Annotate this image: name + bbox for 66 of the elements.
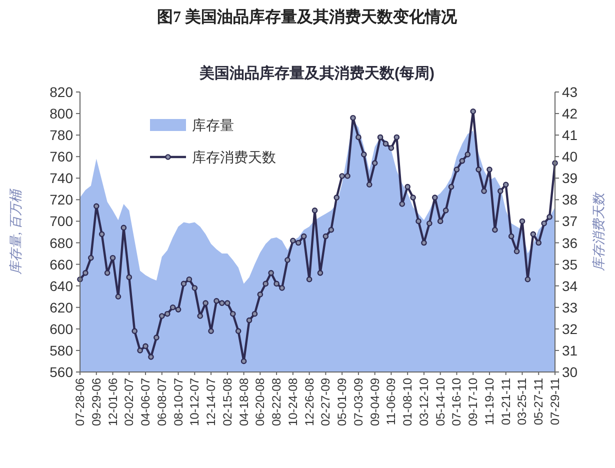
y-tick-label: 600	[50, 320, 74, 337]
x-tick-label: 09-04-09	[368, 378, 382, 426]
y2-tick-label: 38	[562, 192, 578, 208]
x-tick-label: 05-01-09	[335, 378, 350, 426]
x-tick-label: 12-01-06	[106, 378, 120, 426]
x-tick-label: 11-19-10	[482, 378, 496, 426]
x-tick-label: 07-16-10	[450, 378, 464, 426]
x-tick-label: 12-14-07	[204, 378, 218, 426]
x-tick-label: 02-15-08	[220, 378, 234, 426]
y-tick-label: 560	[50, 364, 74, 380]
x-tick-label: 08-10-07	[171, 378, 186, 426]
y2-tick-label: 35	[562, 256, 578, 272]
y2-tick-label: 34	[562, 278, 578, 294]
y2-tick-label: 42	[562, 106, 578, 122]
y2-tick-label: 40	[562, 148, 578, 165]
x-tick-label: 03-25-11	[515, 378, 530, 426]
x-tick-label: 11-06-09	[384, 378, 398, 426]
chart-title: 图7 美国油品库存量及其消费天数变化情况	[157, 7, 458, 26]
legend-item: 库存量	[150, 117, 234, 133]
x-tick-label: 09-29-06	[89, 378, 104, 426]
x-tick-label: 06-20-08	[253, 378, 268, 426]
x-tick-label: 03-12-10	[416, 378, 431, 426]
y2-tick-label: 36	[562, 234, 578, 251]
legend-item: 库存消费天数	[150, 149, 276, 165]
x-tick-label: 04-06-07	[138, 378, 153, 426]
y2-tick-label: 43	[562, 84, 578, 100]
x-tick-label: 12-26-08	[302, 378, 316, 426]
x-tick-label: 02-02-07	[122, 378, 136, 426]
y2-axis-title: 库存消费天数	[591, 191, 606, 271]
x-tick-label: 07-29-11	[548, 378, 562, 426]
legend-label: 库存消费天数	[192, 149, 276, 165]
chart-subtitle: 美国油品库存量及其消费天数(每周)	[198, 64, 434, 82]
y-tick-label: 800	[50, 106, 74, 122]
y-tick-label: 720	[50, 192, 74, 208]
y2-tick-label: 32	[562, 320, 578, 337]
x-tick-label: 04-18-08	[236, 378, 251, 426]
y2-tick-label: 41	[562, 127, 578, 144]
y-tick-label: 820	[50, 84, 74, 100]
x-tick-label: 07-03-09	[351, 378, 366, 426]
y-tick-label: 640	[50, 278, 74, 294]
y-tick-label: 680	[50, 234, 74, 251]
x-tick-label: 01-21-11	[498, 378, 513, 426]
y2-tick-label: 30	[562, 364, 578, 380]
y-tick-label: 620	[50, 299, 74, 316]
x-tick-label: 06-08-07	[154, 378, 169, 426]
y2-tick-label: 33	[562, 299, 578, 316]
x-tick-label: 05-14-10	[433, 378, 448, 426]
x-tick-label: 09-17-10	[466, 378, 480, 426]
x-tick-label: 10-24-08	[286, 378, 300, 426]
y-tick-label: 660	[50, 256, 74, 272]
y-tick-label: 580	[50, 342, 74, 358]
y-tick-label: 760	[50, 148, 74, 165]
y-tick-label: 780	[50, 127, 74, 144]
y-tick-label: 740	[50, 170, 74, 186]
x-tick-label: 08-22-08	[270, 378, 284, 426]
y-axis-title: 库存量, 百万桶	[8, 188, 23, 274]
x-tick-label: 01-08-10	[400, 378, 415, 426]
y2-tick-label: 31	[562, 342, 578, 358]
x-tick-label: 07-28-06	[73, 378, 87, 426]
x-tick-label: 02-27-09	[318, 378, 333, 426]
legend-label: 库存量	[192, 117, 234, 133]
y-tick-label: 700	[50, 213, 74, 230]
y2-tick-label: 37	[562, 213, 578, 230]
y2-tick-label: 39	[562, 170, 578, 186]
x-tick-label: 10-12-07	[188, 378, 202, 426]
x-tick-label: 05-27-11	[532, 378, 546, 426]
